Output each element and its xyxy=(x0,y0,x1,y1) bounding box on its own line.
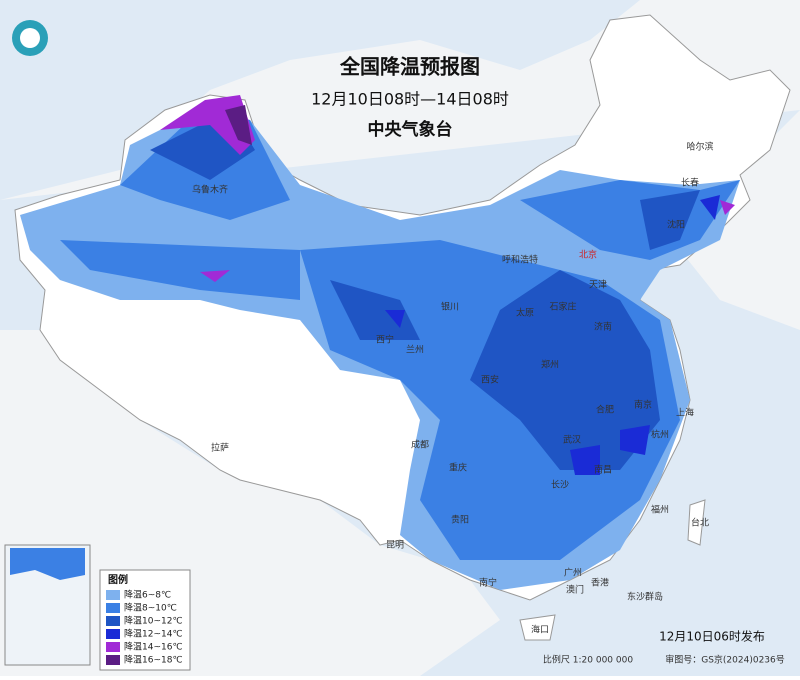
legend-swatch xyxy=(106,590,120,600)
title: 全国降温预报图 xyxy=(339,55,480,79)
city: 乌鲁木齐 xyxy=(192,184,228,196)
city: 澳门 xyxy=(566,584,584,596)
city-labels: 乌鲁木齐 哈尔滨 长春 沈阳 呼和浩特 北京 天津 石家庄 太原 济南 银川 西… xyxy=(192,141,714,636)
map-number: 审图号：GS京(2024)0236号 xyxy=(665,654,785,666)
legend-swatch xyxy=(106,616,120,626)
zone-14-16 xyxy=(160,95,735,282)
period: 12月10日08时—14日08时 xyxy=(311,90,509,109)
city: 东沙群岛 xyxy=(627,591,663,603)
taiwan xyxy=(687,499,706,546)
legend-label: 降温6~8℃ xyxy=(124,589,171,601)
city: 长春 xyxy=(681,177,699,189)
city: 兰州 xyxy=(406,344,424,356)
city: 香港 xyxy=(591,577,609,589)
city: 合肥 xyxy=(596,404,614,416)
legend-items: 降温6~8℃降温8~10℃降温10~12℃降温12~14℃降温14~16℃降温1… xyxy=(106,589,183,666)
city: 成都 xyxy=(411,439,429,451)
city: 贵阳 xyxy=(451,514,469,526)
city: 南宁 xyxy=(479,577,497,589)
scale: 比例尺 1:20 000 000 xyxy=(543,654,633,666)
city: 北京 xyxy=(579,249,597,261)
city: 济南 xyxy=(594,321,612,333)
legend-label: 降温16~18℃ xyxy=(124,654,183,666)
city: 拉萨 xyxy=(211,442,229,454)
city: 西宁 xyxy=(376,334,394,346)
legend-label: 降温14~16℃ xyxy=(124,641,183,653)
zone-16-18 xyxy=(225,105,252,145)
legend-label: 降温12~14℃ xyxy=(124,628,183,640)
city: 昆明 xyxy=(386,540,404,551)
city: 武汉 xyxy=(563,434,581,446)
city: 哈尔滨 xyxy=(686,141,713,153)
legend-label: 降温10~12℃ xyxy=(124,615,183,627)
zone-10-12 xyxy=(150,110,700,470)
city: 呼和浩特 xyxy=(502,254,538,266)
city: 郑州 xyxy=(541,359,559,371)
city: 沈阳 xyxy=(667,219,685,231)
legend-label: 降温8~10℃ xyxy=(124,602,177,614)
hainan xyxy=(519,614,556,641)
city: 上海 xyxy=(676,407,694,419)
city: 福州 xyxy=(651,504,669,516)
city: 台北 xyxy=(691,517,709,529)
legend-swatch xyxy=(106,642,120,652)
legend-swatch xyxy=(106,629,120,639)
city: 银川 xyxy=(441,301,459,313)
legend-title: 图例 xyxy=(108,573,128,586)
city: 太原 xyxy=(516,307,534,319)
city: 重庆 xyxy=(449,462,467,474)
legend-swatch xyxy=(106,603,120,613)
logo-inner xyxy=(20,28,40,48)
published: 12月10日06时发布 xyxy=(659,629,765,644)
city: 西安 xyxy=(481,374,499,386)
city: 广州 xyxy=(564,567,582,579)
inset-zone xyxy=(10,548,85,580)
city: 南京 xyxy=(634,399,652,411)
city: 天津 xyxy=(589,280,607,291)
city: 海口 xyxy=(531,624,549,636)
city: 杭州 xyxy=(651,429,669,441)
legend-swatch xyxy=(106,655,120,665)
city: 南昌 xyxy=(594,464,612,476)
city: 长沙 xyxy=(551,479,569,491)
city: 石家庄 xyxy=(549,301,576,313)
cooling-zones xyxy=(20,95,740,590)
issuer: 中央气象台 xyxy=(368,119,453,140)
